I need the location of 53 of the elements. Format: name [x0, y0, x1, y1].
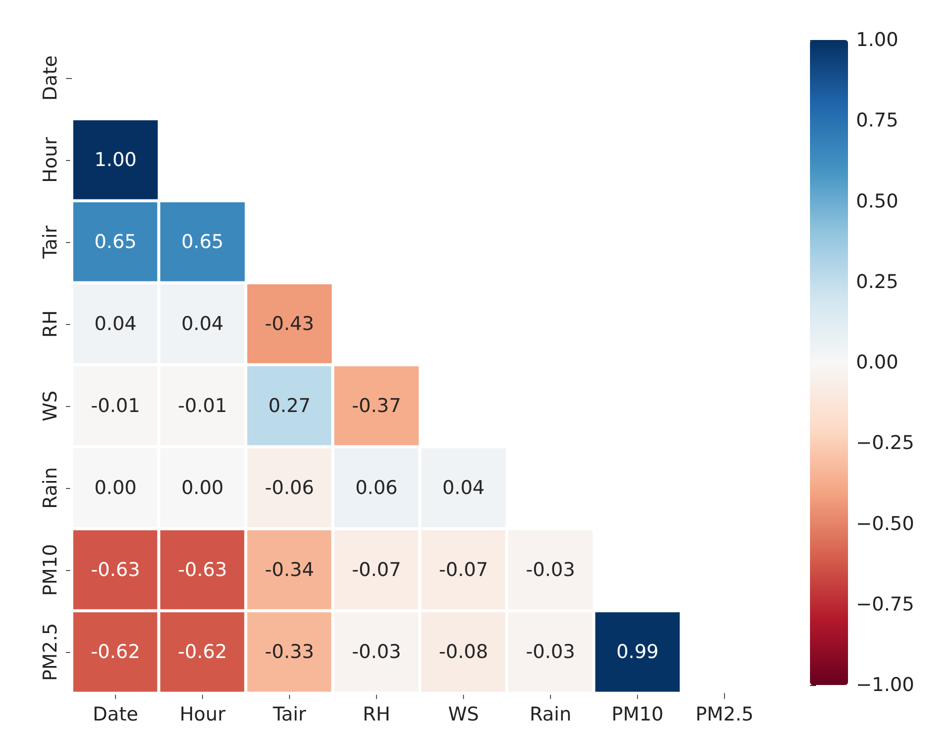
- y-tick-label: Tair: [40, 225, 62, 260]
- y-tick-label: Hour: [40, 136, 62, 183]
- data-label: -0.01: [178, 395, 228, 417]
- data-label: 0.65: [94, 231, 137, 253]
- data-label: -0.07: [352, 559, 402, 581]
- y-tick-label: Date: [40, 55, 62, 101]
- data-label: 0.65: [181, 231, 224, 253]
- color-bar-label: −1.00: [856, 674, 914, 696]
- data-label: -0.03: [526, 641, 576, 663]
- data-label: 0.27: [268, 395, 311, 417]
- color-bar-label: 0.25: [856, 270, 898, 293]
- x-tick-label: WS: [448, 704, 479, 726]
- data-label: 0.06: [355, 477, 398, 499]
- data-label: -0.37: [352, 395, 402, 417]
- data-label: 0.04: [181, 313, 224, 335]
- y-tick-label: Rain: [40, 467, 62, 509]
- x-tick-label: PM2.5: [695, 704, 754, 726]
- color-bar-label: 0.50: [856, 190, 898, 212]
- data-label: -0.62: [178, 641, 228, 663]
- y-tick-label: PM10: [40, 544, 62, 596]
- data-label: -0.34: [264, 559, 314, 581]
- data-label: 0.00: [94, 477, 137, 499]
- x-tick-label: RH: [362, 704, 390, 726]
- data-label: 0.04: [442, 477, 485, 499]
- data-label: -0.06: [264, 477, 314, 499]
- data-label: 0.00: [181, 477, 224, 499]
- color-bar-label: 0.75: [856, 110, 898, 132]
- color-bar-label: 0.00: [856, 352, 898, 374]
- data-label: -0.03: [352, 641, 402, 663]
- y-tick-label: RH: [40, 310, 62, 338]
- x-tick-label: PM10: [611, 704, 664, 726]
- data-label: -0.33: [264, 641, 314, 663]
- color-bar-label: −0.25: [856, 432, 914, 454]
- data-label: 0.99: [616, 641, 659, 663]
- data-label: -0.43: [264, 313, 314, 335]
- x-tick-label: Tair: [272, 704, 306, 726]
- data-label: -0.03: [526, 559, 576, 581]
- color-bar-label: −0.50: [856, 512, 914, 535]
- data-label: -0.63: [90, 559, 140, 581]
- x-tick-label: Rain: [530, 704, 572, 726]
- data-label: 1.00: [94, 149, 137, 171]
- data-label: 0.04: [94, 313, 137, 335]
- data-label: -0.62: [90, 641, 140, 663]
- x-tick-label: Date: [92, 704, 138, 726]
- data-label: -0.07: [438, 559, 488, 581]
- data-label: -0.01: [90, 395, 140, 417]
- data-label: -0.63: [178, 559, 228, 581]
- y-tick-label: PM2.5: [40, 622, 62, 682]
- data-label: -0.08: [438, 641, 488, 663]
- color-bar-label: −0.75: [856, 593, 914, 616]
- y-tick-label: WS: [40, 390, 62, 422]
- color-bar-label: 1.00: [856, 29, 898, 51]
- x-tick-label: Hour: [180, 704, 226, 726]
